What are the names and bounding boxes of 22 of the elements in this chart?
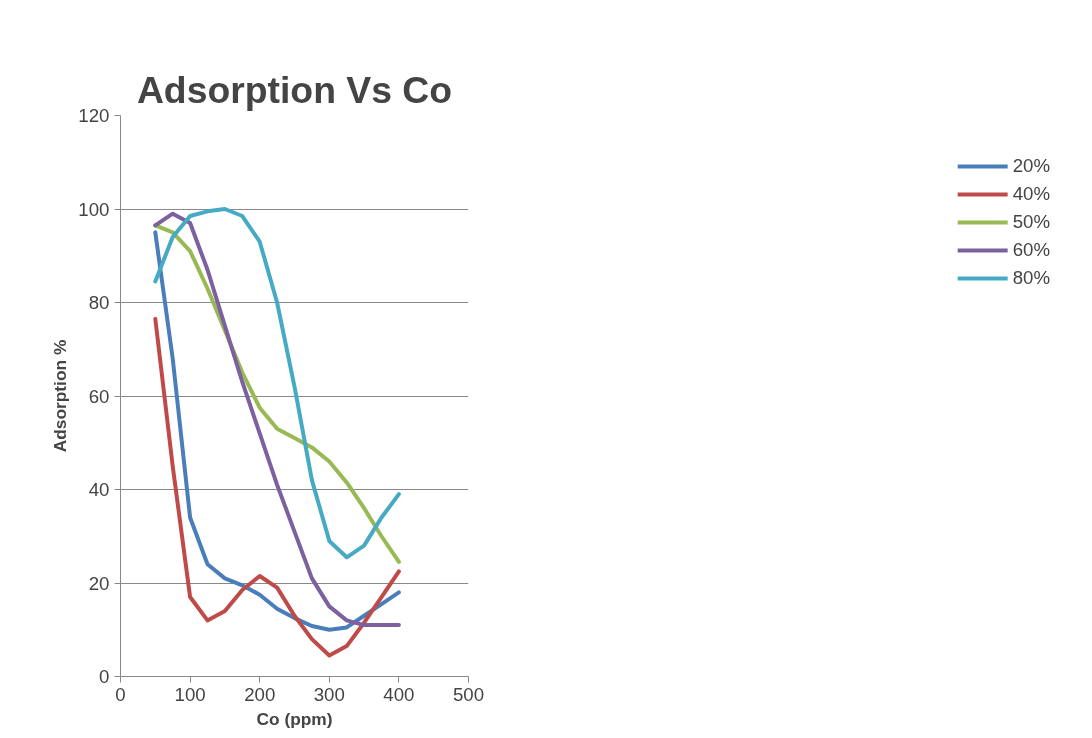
y-axis-title: Adsorption % bbox=[50, 339, 71, 453]
legend-label: 60% bbox=[1012, 239, 1050, 261]
x-tick-label: 300 bbox=[313, 683, 345, 705]
x-tick-label: 200 bbox=[244, 683, 276, 705]
y-tick-label: 60 bbox=[88, 385, 110, 407]
x-axis-title: Co (ppm) bbox=[256, 708, 333, 729]
y-tick-label: 120 bbox=[78, 105, 110, 126]
legend-label: 50% bbox=[1012, 211, 1050, 233]
line-series bbox=[153, 316, 401, 658]
chart-title: Adsorption Vs Co bbox=[136, 68, 453, 111]
legend-label: 40% bbox=[1012, 183, 1050, 205]
legend-label: 20% bbox=[1012, 155, 1050, 177]
x-tick-label: 500 bbox=[452, 683, 485, 705]
x-tick-label: 400 bbox=[383, 683, 415, 705]
x-tick-label: 0 bbox=[115, 683, 126, 705]
x-tick-label: 100 bbox=[174, 683, 206, 705]
y-tick-label: 20 bbox=[88, 572, 110, 594]
y-tick-label: 80 bbox=[88, 292, 110, 313]
y-tick-label: 0 bbox=[99, 666, 110, 687]
legend-label: 80% bbox=[1012, 267, 1050, 289]
y-tick-label: 100 bbox=[78, 198, 110, 220]
y-tick-label: 40 bbox=[88, 479, 110, 500]
